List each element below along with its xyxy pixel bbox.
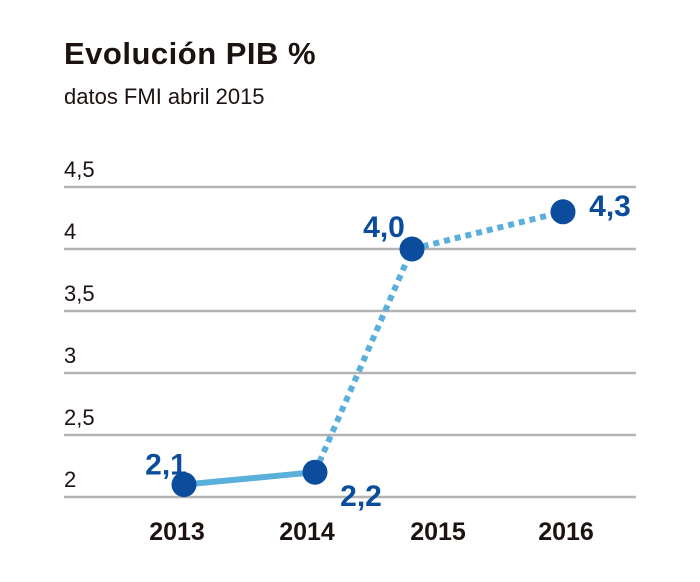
actual-line-segment — [183, 469, 316, 488]
y-tick-label: 2 — [64, 467, 76, 492]
data-point — [550, 199, 576, 225]
x-axis-ticks: 2013 2014 2015 2016 — [149, 518, 594, 546]
chart-subtitle: datos FMI abril 2015 — [64, 84, 265, 109]
forecast-line-segment — [411, 208, 564, 252]
data-labels: 2,1 2,2 4,0 4,3 — [145, 190, 631, 513]
y-tick-label: 4 — [64, 219, 76, 244]
series-lines — [183, 208, 564, 488]
data-point — [399, 236, 425, 262]
data-label: 2,2 — [340, 480, 382, 513]
data-point — [302, 459, 328, 485]
y-tick-label: 4,5 — [64, 157, 95, 182]
x-tick-label: 2013 — [149, 518, 205, 546]
x-tick-label: 2015 — [410, 518, 466, 546]
x-tick-label: 2014 — [279, 518, 335, 546]
data-points — [171, 199, 576, 498]
data-label: 4,0 — [363, 211, 405, 244]
y-tick-label: 3,5 — [64, 281, 95, 306]
data-point — [171, 472, 197, 498]
grid-layer — [64, 185, 636, 499]
y-tick-label: 3 — [64, 343, 76, 368]
y-axis-ticks: 2 2,5 3 3,5 4 4,5 — [64, 157, 95, 492]
chart-title: Evolución PIB % — [64, 36, 317, 71]
forecast-line-segment — [312, 247, 415, 474]
data-label: 4,3 — [589, 190, 631, 223]
y-tick-label: 2,5 — [64, 405, 95, 430]
data-label: 2,1 — [145, 449, 187, 482]
x-tick-label: 2016 — [538, 518, 594, 546]
